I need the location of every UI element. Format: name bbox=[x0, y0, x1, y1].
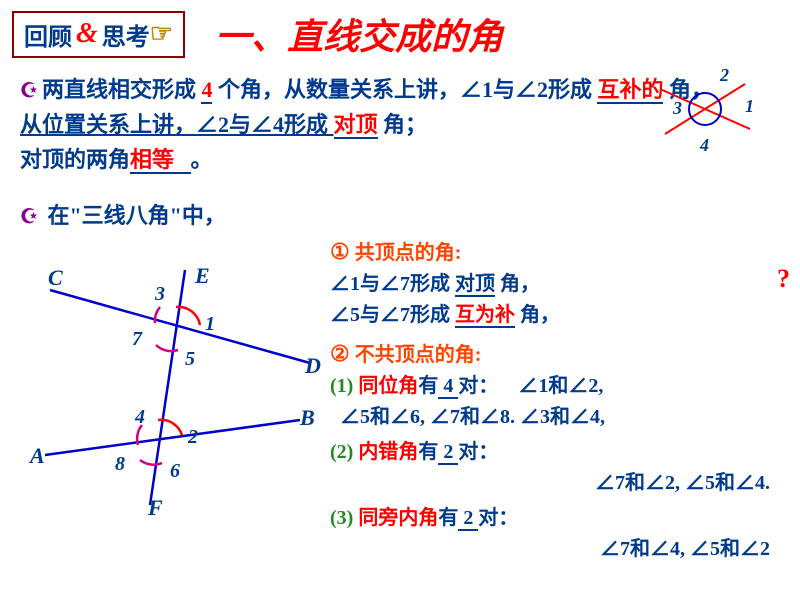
diagram-three-lines: C E D A B F 1 3 5 7 2 4 6 8 bbox=[20, 235, 330, 565]
svg-text:4: 4 bbox=[134, 406, 145, 428]
svg-text:B: B bbox=[299, 405, 315, 430]
i3c: 对： bbox=[478, 507, 518, 529]
paren-3: (3) bbox=[330, 507, 358, 529]
i1d: ∠1和∠2, bbox=[518, 375, 603, 397]
i1c: 对： bbox=[458, 375, 498, 397]
page-title: 一、直线交成的角 bbox=[215, 8, 503, 60]
right-column: ① 共顶点的角: ∠1与∠7形成 对顶 角， ∠5与∠7形成 互为补 角， ② … bbox=[330, 235, 780, 565]
p2-text: 在"三线八角"中， bbox=[47, 203, 225, 228]
i3a: 同旁内角 bbox=[358, 507, 438, 529]
svg-text:A: A bbox=[28, 443, 45, 468]
svg-text:1: 1 bbox=[745, 96, 754, 116]
svg-text:2: 2 bbox=[719, 65, 729, 85]
svg-text:6: 6 bbox=[170, 460, 180, 482]
i1b: 有 bbox=[418, 375, 438, 397]
svg-text:5: 5 bbox=[185, 348, 195, 370]
i1e: ∠5和∠6, ∠7和∠8. ∠3和∠4, bbox=[330, 402, 780, 433]
svg-text:8: 8 bbox=[115, 453, 125, 475]
i3d: ∠7和∠4, ∠5和∠2 bbox=[330, 534, 780, 565]
svg-text:7: 7 bbox=[132, 328, 143, 350]
svg-text:F: F bbox=[147, 495, 163, 515]
circled-1-icon: ① bbox=[330, 239, 350, 264]
svg-text:1: 1 bbox=[205, 313, 215, 335]
i1f: 4 bbox=[438, 375, 458, 399]
moon-bullet-icon: ☪ bbox=[20, 206, 38, 228]
paragraph-2: ☪ 在"三线八角"中， bbox=[20, 198, 780, 230]
r1-l1a: ∠1与∠7形成 bbox=[330, 273, 455, 295]
p1-f1: 4 bbox=[201, 77, 212, 104]
i2a: 内错角 bbox=[358, 441, 418, 463]
svg-text:3: 3 bbox=[672, 98, 682, 118]
r1-l1f: 对顶 bbox=[455, 273, 495, 297]
svg-text:2: 2 bbox=[187, 426, 198, 448]
r1-l2a: ∠5与∠7形成 bbox=[330, 304, 455, 326]
p1-t5: 角； bbox=[378, 112, 428, 137]
svg-text:4: 4 bbox=[699, 135, 709, 155]
paren-2: (2) bbox=[330, 441, 358, 463]
ampersand: & bbox=[76, 18, 98, 50]
p1-f4: 相等 bbox=[130, 147, 174, 174]
svg-text:D: D bbox=[304, 353, 321, 378]
i3f: 2 bbox=[458, 507, 478, 531]
r1-l1b: 角， bbox=[495, 273, 540, 295]
i2d: ∠7和∠2, ∠5和∠4. bbox=[330, 468, 780, 499]
p1-f3: 对顶 bbox=[334, 112, 378, 139]
svg-text:E: E bbox=[194, 263, 210, 288]
r2-title: 不共顶点的角: bbox=[355, 344, 482, 366]
svg-text:3: 3 bbox=[154, 283, 165, 305]
question-mark-icon: ? bbox=[777, 264, 790, 294]
i2b: 有 bbox=[418, 441, 438, 463]
r1-title: 共顶点的角: bbox=[355, 242, 462, 264]
circled-2-icon: ② bbox=[330, 341, 350, 366]
p1-t1: 两直线相交形成 bbox=[42, 77, 202, 102]
p1-t6: 对顶的两角 bbox=[20, 147, 130, 172]
i2c: 对： bbox=[458, 441, 498, 463]
i2f: 2 bbox=[438, 441, 458, 465]
diagram-intersecting-lines: 1 2 3 4 bbox=[645, 59, 765, 159]
p1-t7: 。 bbox=[191, 147, 213, 172]
pointing-hand-icon: ☞ bbox=[150, 19, 173, 49]
review-label: 回顾 bbox=[24, 17, 72, 52]
r1-l2f: 互为补 bbox=[455, 304, 515, 328]
review-box: 回顾 & 思考 ☞ bbox=[12, 11, 185, 58]
p1-t2: 个角，从数量关系上讲，∠1与∠2形成 bbox=[212, 77, 597, 102]
think-label: 思考 bbox=[102, 17, 150, 52]
i1a: 同位角 bbox=[358, 375, 418, 397]
moon-bullet-icon: ☪ bbox=[20, 80, 38, 102]
i3b: 有 bbox=[438, 507, 458, 529]
p1-t4: 从位置关系上讲，∠2与∠4形成 bbox=[20, 112, 334, 137]
paren-1: (1) bbox=[330, 375, 358, 397]
r1-l2b: 角， bbox=[515, 304, 560, 326]
svg-text:C: C bbox=[48, 265, 63, 290]
